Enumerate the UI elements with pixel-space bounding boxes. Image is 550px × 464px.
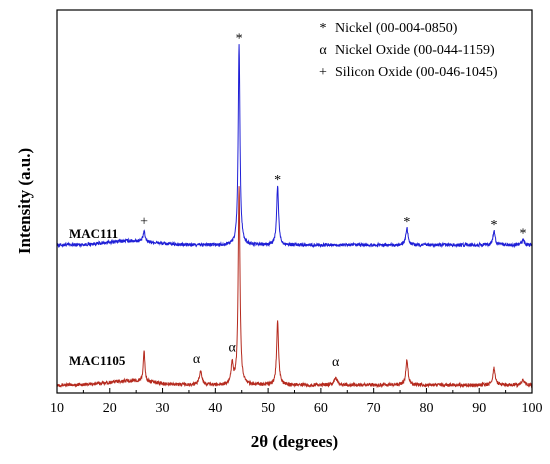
x-tick-label: 100: [522, 401, 543, 416]
peak-marker: *: [403, 215, 410, 230]
legend: * Nickel (00-004-0850) α Nickel Oxide (00-0…: [319, 21, 498, 80]
peak-marker: +: [140, 215, 148, 230]
x-tick-label: 50: [261, 401, 275, 416]
x-tick-label: 10: [50, 401, 64, 416]
sample-label-mac1105: MAC1105: [69, 353, 126, 368]
peak-marker: *: [520, 226, 527, 241]
x-axis-ticks: 10 20 30 40 50 60 70 80 90 100: [50, 388, 543, 416]
sample-labels: MAC111 MAC1105: [69, 226, 126, 368]
x-tick-label: 40: [208, 401, 222, 416]
legend-symbol: +: [319, 65, 327, 80]
peak-marker: *: [491, 218, 498, 233]
series-line-mac111: [56, 44, 533, 249]
peak-markers: + * * * * * α α α: [140, 32, 526, 370]
peak-marker: α: [229, 340, 237, 355]
y-axis-title: Intensity (a.u.): [15, 148, 34, 254]
legend-label: Silicon Oxide (00-046-1045): [335, 65, 498, 80]
peak-marker: *: [236, 32, 243, 47]
sample-label-mac111: MAC111: [69, 226, 118, 241]
x-tick-label: 60: [314, 401, 328, 416]
x-tick-label: 20: [103, 401, 117, 416]
peak-marker: *: [274, 173, 281, 188]
legend-symbol: α: [319, 43, 327, 58]
x-tick-label: 70: [367, 401, 381, 416]
legend-label: Nickel Oxide (00-044-1159): [335, 43, 495, 58]
x-tick-label: 80: [419, 401, 433, 416]
x-axis-title: 2θ (degrees): [251, 432, 338, 451]
legend-symbol: *: [320, 21, 327, 36]
peak-marker: α: [193, 352, 201, 367]
legend-label: Nickel (00-004-0850): [335, 21, 458, 36]
peak-marker: α: [332, 355, 340, 370]
x-tick-label: 90: [472, 401, 486, 416]
x-tick-label: 30: [156, 401, 170, 416]
series-line-mac1105: [56, 186, 533, 389]
series-layer: [56, 44, 533, 389]
